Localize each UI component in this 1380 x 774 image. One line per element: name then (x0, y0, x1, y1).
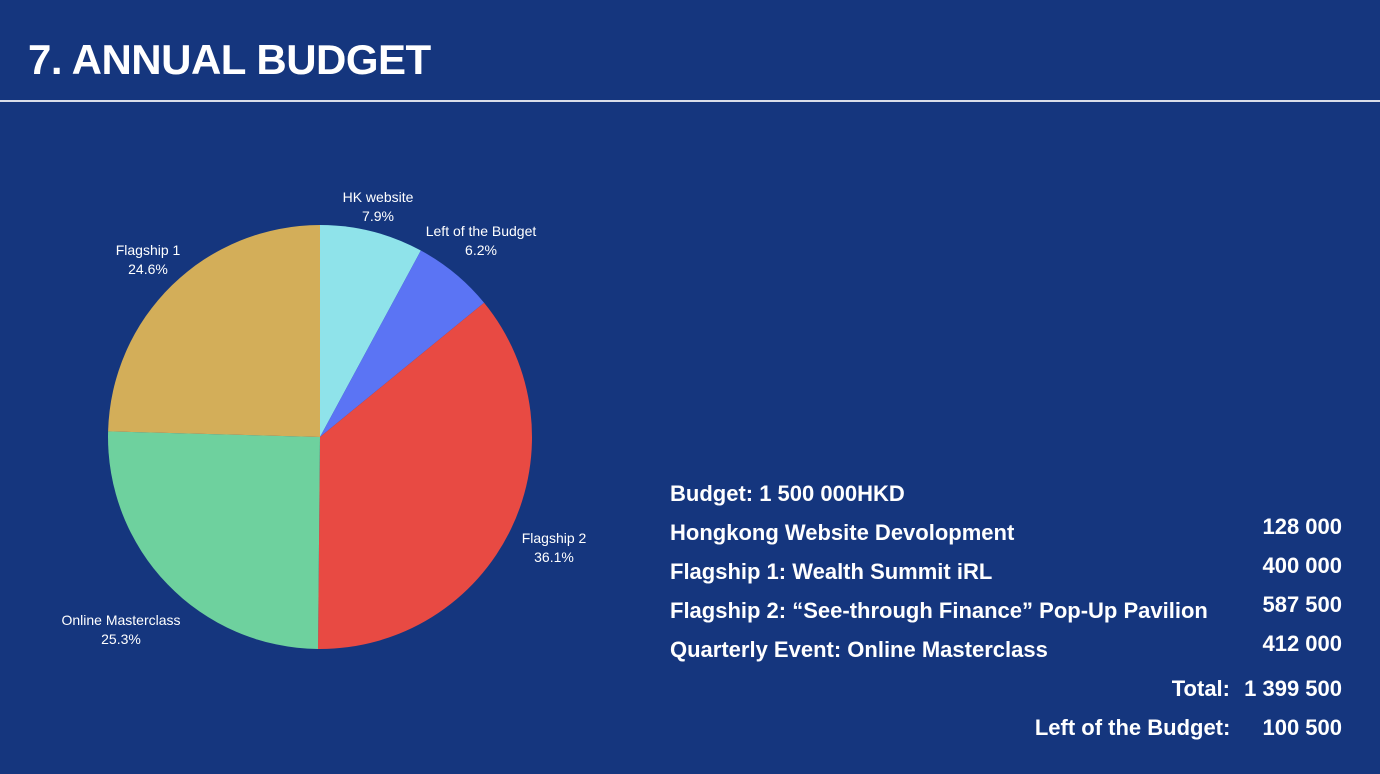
slice-percent-label: 7.9% (362, 208, 394, 224)
budget-item-value: 400 000 (1262, 553, 1342, 578)
budget-item-label: Flagship 2: “See-through Finance” Pop-Up… (670, 598, 1208, 623)
budget-item-value: 587 500 (1262, 592, 1342, 617)
budget-item-label: Hongkong Website Devolopment (670, 520, 1015, 545)
slice-label: Flagship 2 (522, 530, 587, 546)
pie-slice-flagship-1 (108, 225, 320, 437)
budget-row-masterclass: Quarterly Event: Online Masterclass 412 … (670, 631, 1342, 673)
budget-item-value: 412 000 (1262, 631, 1342, 656)
total-value: 1 399 500 (1244, 676, 1342, 701)
budget-row-flagship-1: Flagship 1: Wealth Summit iRL 400 000 (670, 553, 1342, 595)
title-divider (0, 100, 1380, 102)
pie-slice-left-of-the-budget (320, 250, 485, 437)
left-of-budget-label: Left of the Budget: (1034, 715, 1231, 740)
budget-left-row: Left of the Budget: 100 500 (670, 712, 1342, 751)
total-label: Total: (1171, 676, 1230, 701)
pie-slice-hk-website (320, 225, 421, 437)
budget-item-label: Flagship 1: Wealth Summit iRL (670, 559, 993, 584)
budget-pie-chart: HK website 7.9% Left of the Budget 6.2% Flag… (61, 189, 587, 649)
slice-percent-label: 24.6% (128, 261, 168, 277)
slice-percent-label: 36.1% (534, 549, 574, 565)
budget-row-flagship-2: Flagship 2: “See-through Finance” Pop-Up… (670, 592, 1342, 634)
budget-item-label: Quarterly Event: Online Masterclass (670, 637, 1048, 662)
slice-label: Flagship 1 (116, 242, 181, 258)
budget-heading: Budget: 1 500 000HKD (670, 481, 905, 506)
pie-slice-flagship-2 (318, 302, 533, 649)
budget-total-row: Total: 1 399 500 (670, 673, 1342, 712)
page-title: 7. ANNUAL BUDGET (28, 36, 431, 83)
pie-labels: HK website 7.9% Left of the Budget 6.2% Flag… (61, 189, 586, 647)
pie-slices (108, 225, 533, 649)
budget-item-value: 128 000 (1262, 514, 1342, 539)
slice-percent-label: 25.3% (101, 631, 141, 647)
slice-label: Left of the Budget (426, 223, 537, 239)
slice-percent-label: 6.2% (465, 242, 497, 258)
left-of-budget-value: 100 500 (1262, 715, 1342, 740)
budget-breakdown: Budget: 1 500 000HKD Hongkong Website De… (670, 478, 1342, 751)
slice-label: HK website (343, 189, 414, 205)
slice-label: Online Masterclass (61, 612, 180, 628)
budget-row-website: Hongkong Website Devolopment 128 000 (670, 514, 1342, 556)
pie-slice-online-masterclass (108, 431, 321, 649)
